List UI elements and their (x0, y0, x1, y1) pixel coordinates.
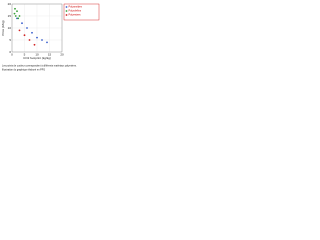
point (14, 15, 17, 17)
point (28, 39, 31, 41)
x-axis-label: CO2 footprint (kg/kg) (23, 56, 51, 60)
point (13, 12, 16, 15)
y-tick-label: 0 (9, 50, 11, 54)
x-tick-label: 10 (35, 52, 39, 56)
point (14, 7, 16, 10)
point (18, 15, 21, 17)
legend-label: Polyolefins (69, 9, 82, 13)
x-tick-label: 5 (24, 52, 26, 56)
x-tick-label: 0 (11, 52, 13, 56)
point (26, 27, 28, 29)
point (36, 36, 38, 39)
legend-swatch (65, 10, 68, 12)
y-tick-label: 5 (9, 38, 11, 42)
point (16, 17, 18, 20)
point (16, 10, 18, 13)
legend-label: Polyamides (69, 5, 83, 9)
x-tick-label: 15 (48, 52, 52, 56)
legend-swatch (65, 14, 68, 16)
legend-box (63, 3, 100, 21)
point (21, 22, 23, 25)
point (46, 41, 48, 44)
chart: CO2 footprint (kg/kg) Price (€/kg) Les p… (1, 2, 100, 72)
point (18, 29, 21, 32)
point (17, 17, 20, 20)
y-tick-label: 10 (8, 26, 12, 30)
caption: Les points de couleur correspondent à di… (2, 65, 77, 68)
x-tick-label: 20 (60, 52, 64, 56)
y-axis-label: Price (€/kg) (1, 20, 5, 35)
legend-label: Polyesters (69, 13, 82, 17)
point (33, 43, 36, 46)
y-tick-label: 20 (8, 2, 12, 6)
plot-frame (11, 3, 63, 53)
caption: Illustration du graphique élaboré en PPS (2, 69, 45, 72)
y-tick-label: 15 (8, 14, 12, 18)
point (23, 34, 26, 37)
point (31, 31, 33, 34)
point (41, 39, 43, 41)
legend-swatch (65, 6, 68, 8)
